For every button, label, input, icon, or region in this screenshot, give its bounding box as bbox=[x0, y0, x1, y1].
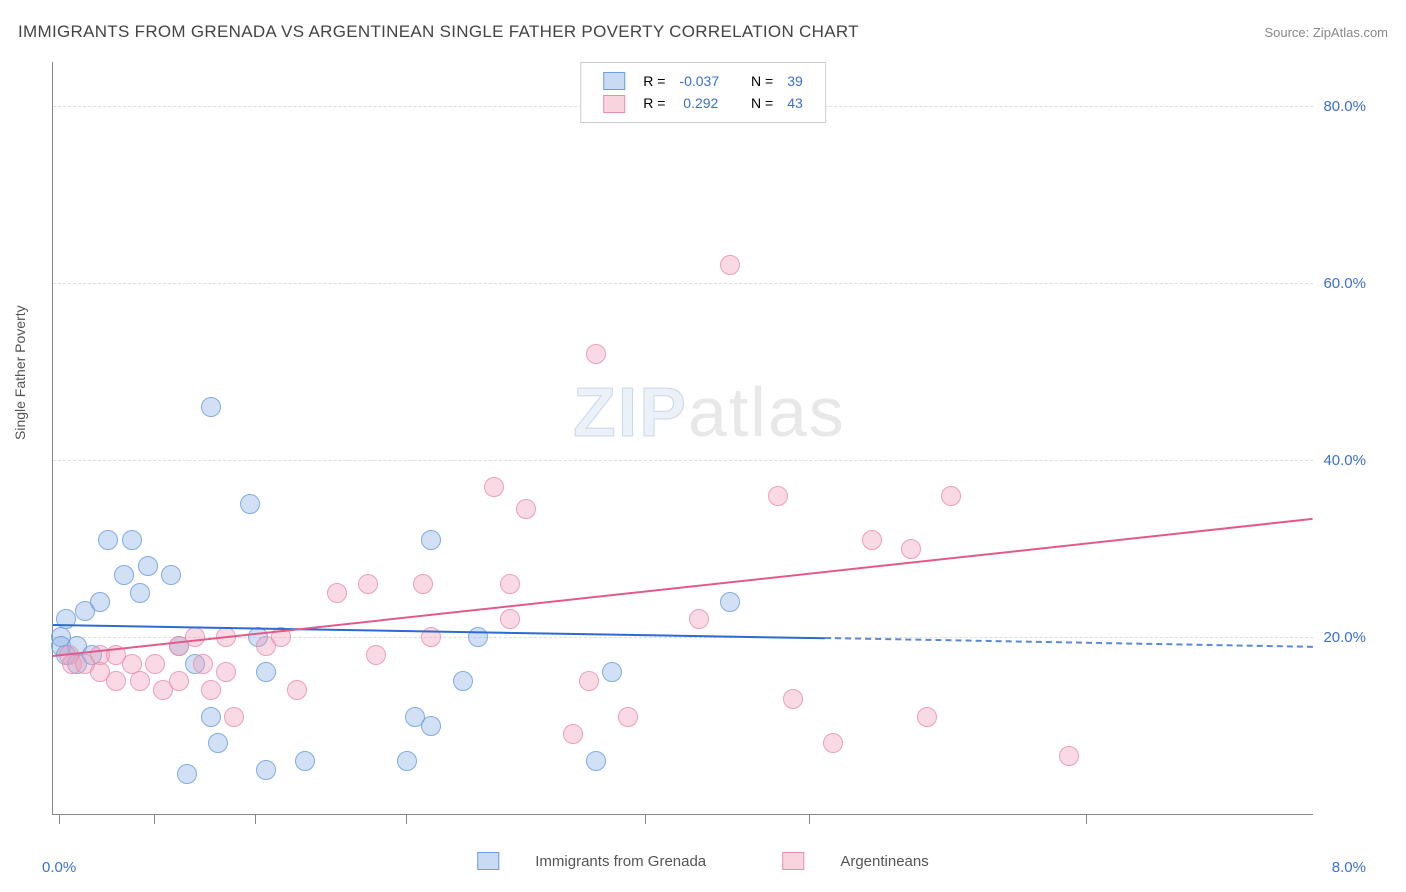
data-point bbox=[122, 530, 142, 550]
data-point bbox=[397, 751, 417, 771]
r-value-grenada: -0.037 bbox=[673, 71, 725, 91]
gridline bbox=[53, 283, 1313, 284]
legend-row-argentinean: R = 0.292 N = 43 bbox=[597, 93, 809, 113]
x-tick bbox=[406, 814, 407, 824]
chart-source: Source: ZipAtlas.com bbox=[1264, 25, 1388, 40]
data-point bbox=[208, 733, 228, 753]
y-tick-label: 20.0% bbox=[1323, 629, 1366, 646]
data-point bbox=[421, 530, 441, 550]
legend-item-argentinean: Argentineans bbox=[764, 852, 946, 870]
data-point bbox=[941, 486, 961, 506]
data-point bbox=[602, 662, 622, 682]
data-point bbox=[516, 499, 536, 519]
data-point bbox=[563, 724, 583, 744]
data-point bbox=[579, 671, 599, 691]
gridline bbox=[53, 460, 1313, 461]
r-value-argentinean: 0.292 bbox=[683, 95, 718, 111]
data-point bbox=[177, 764, 197, 784]
data-point bbox=[287, 680, 307, 700]
data-point bbox=[216, 662, 236, 682]
data-point bbox=[169, 671, 189, 691]
data-point bbox=[224, 707, 244, 727]
data-point bbox=[917, 707, 937, 727]
series-name-grenada: Immigrants from Grenada bbox=[535, 853, 706, 870]
legend-row-grenada: R = -0.037 N = 39 bbox=[597, 71, 809, 91]
chart-container: IMMIGRANTS FROM GRENADA VS ARGENTINEAN S… bbox=[0, 0, 1406, 892]
data-point bbox=[201, 397, 221, 417]
x-tick bbox=[645, 814, 646, 824]
data-point bbox=[256, 662, 276, 682]
data-point bbox=[586, 751, 606, 771]
data-point bbox=[823, 733, 843, 753]
x-tick bbox=[154, 814, 155, 824]
data-point bbox=[145, 654, 165, 674]
series-name-argentinean: Argentineans bbox=[840, 853, 928, 870]
x-tick bbox=[809, 814, 810, 824]
data-point bbox=[421, 716, 441, 736]
data-point bbox=[413, 574, 433, 594]
data-point bbox=[468, 627, 488, 647]
data-point bbox=[586, 344, 606, 364]
gridline bbox=[53, 637, 1313, 638]
data-point bbox=[161, 565, 181, 585]
data-point bbox=[98, 530, 118, 550]
data-point bbox=[366, 645, 386, 665]
data-point bbox=[1059, 746, 1079, 766]
data-point bbox=[768, 486, 788, 506]
data-point bbox=[689, 609, 709, 629]
data-point bbox=[720, 592, 740, 612]
chart-title: IMMIGRANTS FROM GRENADA VS ARGENTINEAN S… bbox=[18, 22, 859, 42]
data-point bbox=[56, 609, 76, 629]
data-point bbox=[327, 583, 347, 603]
data-point bbox=[358, 574, 378, 594]
legend-series: Immigrants from Grenada Argentineans bbox=[441, 852, 964, 874]
data-point bbox=[500, 574, 520, 594]
y-tick-label: 60.0% bbox=[1323, 275, 1366, 292]
y-axis-label: Single Father Poverty bbox=[12, 305, 28, 440]
data-point bbox=[720, 255, 740, 275]
data-point bbox=[256, 760, 276, 780]
swatch-argentinean bbox=[603, 95, 625, 113]
data-point bbox=[193, 654, 213, 674]
n-value-argentinean: 43 bbox=[781, 93, 809, 113]
x-tick bbox=[255, 814, 256, 824]
data-point bbox=[185, 627, 205, 647]
n-value-grenada: 39 bbox=[781, 71, 809, 91]
swatch-grenada-bottom bbox=[477, 852, 499, 870]
data-point bbox=[130, 583, 150, 603]
x-tick-left: 0.0% bbox=[42, 859, 76, 876]
y-tick-label: 80.0% bbox=[1323, 98, 1366, 115]
data-point bbox=[618, 707, 638, 727]
data-point bbox=[901, 539, 921, 559]
data-point bbox=[138, 556, 158, 576]
legend-item-grenada: Immigrants from Grenada bbox=[459, 852, 724, 870]
data-point bbox=[106, 671, 126, 691]
data-point bbox=[500, 609, 520, 629]
data-point bbox=[453, 671, 473, 691]
data-point bbox=[295, 751, 315, 771]
data-point bbox=[484, 477, 504, 497]
data-point bbox=[862, 530, 882, 550]
legend-correlation: R = -0.037 N = 39 R = 0.292 N = 43 bbox=[580, 62, 826, 123]
data-point bbox=[114, 565, 134, 585]
x-tick bbox=[59, 814, 60, 824]
watermark: ZIPatlas bbox=[573, 372, 846, 452]
y-tick-label: 40.0% bbox=[1323, 452, 1366, 469]
regression-line bbox=[825, 637, 1313, 648]
data-point bbox=[90, 592, 110, 612]
data-point bbox=[783, 689, 803, 709]
data-point bbox=[240, 494, 260, 514]
swatch-grenada bbox=[603, 72, 625, 90]
swatch-argentinean-bottom bbox=[782, 852, 804, 870]
data-point bbox=[201, 707, 221, 727]
data-point bbox=[130, 671, 150, 691]
x-tick-right: 8.0% bbox=[1332, 859, 1366, 876]
data-point bbox=[201, 680, 221, 700]
x-tick bbox=[1086, 814, 1087, 824]
plot-area: ZIPatlas bbox=[52, 62, 1313, 815]
